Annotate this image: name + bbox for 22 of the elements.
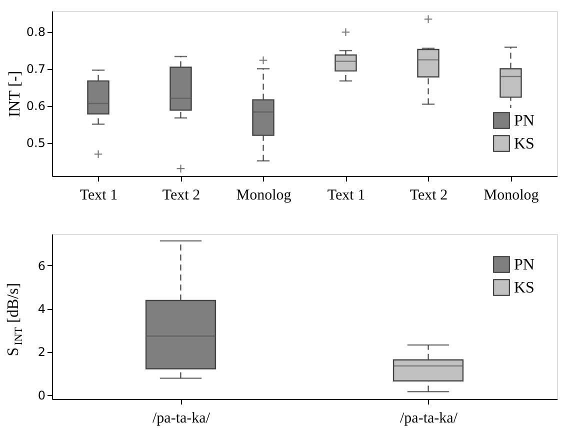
y-tick-label: 6: [38, 258, 46, 273]
x-tick-label: Text 2: [162, 188, 200, 204]
y-tick-label: 2: [38, 345, 46, 360]
x-tick-label: Monolog: [484, 188, 540, 204]
text: KS: [514, 280, 534, 296]
y-axis-title: INT [-]: [6, 70, 24, 118]
y-tick-label: 0.6: [26, 99, 46, 114]
x-tick-label: /pa-ta-ka/: [400, 410, 458, 426]
legend-label: KS: [514, 136, 534, 152]
x-tick-label: Text 1: [80, 188, 118, 204]
x-tick-label: Text 2: [410, 188, 448, 204]
x-tick-label: Monolog: [236, 188, 292, 204]
y-tick-label: 4: [38, 302, 46, 316]
text: PN: [514, 256, 535, 274]
y-tick-label: 0.8: [26, 25, 46, 40]
y-tick-label: 0.7: [26, 62, 46, 76]
x-tick-label: Text 1: [327, 188, 366, 204]
legend-label: PN: [514, 112, 535, 130]
y-axis-title: SINT [dB/s]: [5, 282, 25, 356]
y-tick-label: 0.5: [26, 136, 46, 150]
x-tick-label: /pa-ta-ka/: [152, 410, 211, 426]
y-tick-label: 0: [38, 388, 46, 402]
